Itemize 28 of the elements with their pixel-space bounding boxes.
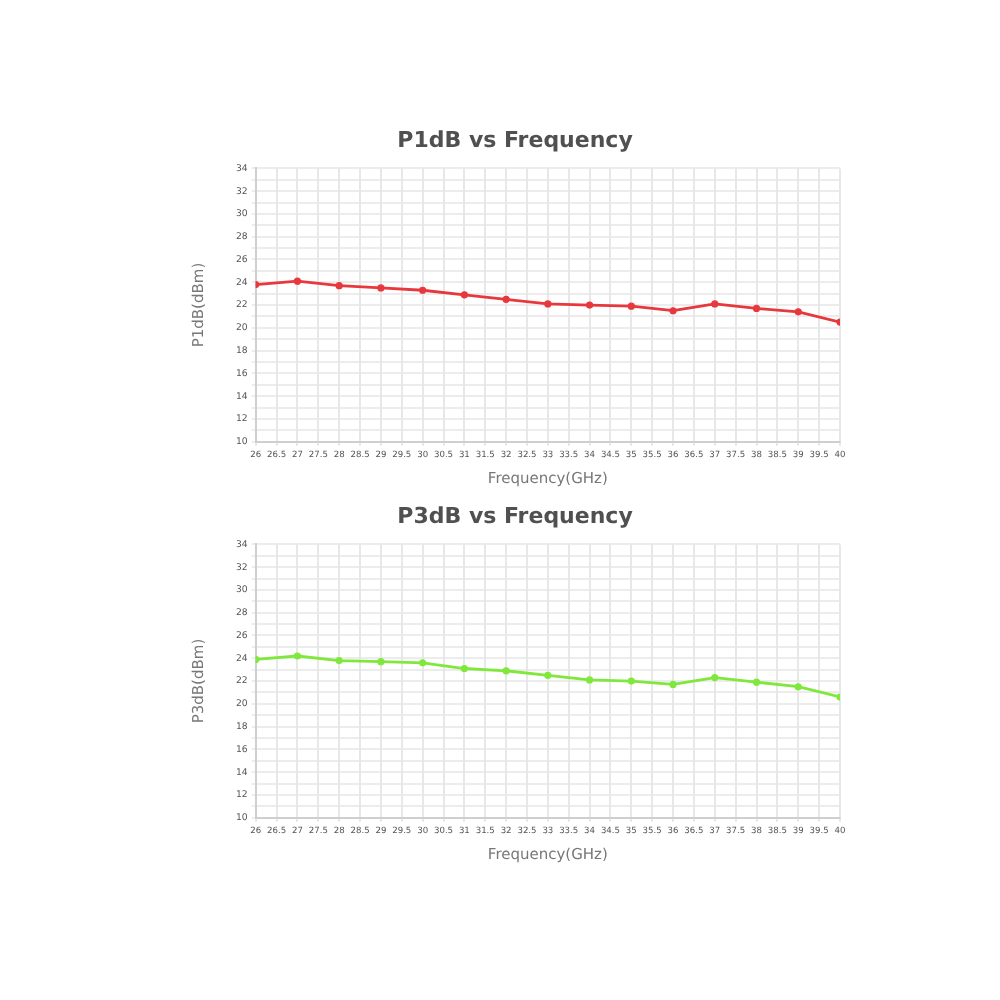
- point: [669, 680, 677, 689]
- point: [419, 286, 427, 294]
- point: [460, 664, 468, 673]
- point: [377, 658, 385, 666]
- point: [794, 683, 802, 691]
- point: [502, 667, 510, 675]
- point: [627, 302, 635, 310]
- point: [502, 295, 510, 303]
- point: [794, 308, 802, 316]
- chart-title: P3dB vs Frequency: [397, 502, 633, 529]
- point: [711, 674, 719, 682]
- point: [627, 677, 635, 685]
- point: [544, 300, 552, 308]
- point: [669, 307, 677, 315]
- point: [293, 277, 302, 285]
- chart-title: P1dB vs Frequency: [397, 126, 633, 153]
- point: [585, 301, 594, 309]
- point: [752, 678, 761, 686]
- point: [544, 671, 552, 679]
- point: [335, 282, 343, 290]
- point: [711, 300, 719, 308]
- point: [460, 291, 468, 299]
- point: [335, 656, 343, 665]
- point: [752, 304, 761, 313]
- point: [419, 659, 427, 667]
- point: [293, 652, 302, 660]
- point: [377, 284, 385, 292]
- point: [585, 676, 594, 684]
